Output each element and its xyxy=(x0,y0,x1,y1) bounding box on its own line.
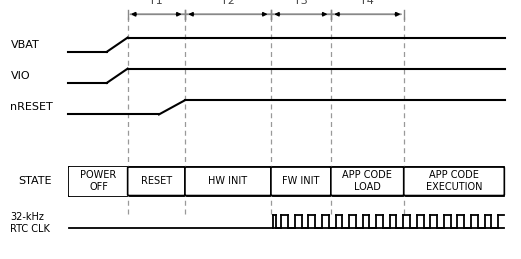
Text: T1: T1 xyxy=(150,0,163,6)
FancyBboxPatch shape xyxy=(404,167,504,196)
Text: VBAT: VBAT xyxy=(10,40,39,50)
FancyBboxPatch shape xyxy=(128,167,185,196)
Text: APP CODE
EXECUTION: APP CODE EXECUTION xyxy=(426,170,482,192)
FancyBboxPatch shape xyxy=(69,167,128,196)
Text: T2: T2 xyxy=(221,0,234,6)
Text: 32-kHz
RTC CLK: 32-kHz RTC CLK xyxy=(10,212,51,234)
Text: APP CODE
LOAD: APP CODE LOAD xyxy=(342,170,392,192)
Text: T4: T4 xyxy=(361,0,374,6)
Text: nRESET: nRESET xyxy=(10,102,53,112)
Text: STATE: STATE xyxy=(18,176,52,186)
FancyBboxPatch shape xyxy=(331,167,404,196)
FancyBboxPatch shape xyxy=(185,167,271,196)
Text: FW INIT: FW INIT xyxy=(282,176,319,186)
Text: T3: T3 xyxy=(294,0,307,6)
Text: POWER
OFF: POWER OFF xyxy=(80,170,117,192)
Text: RESET: RESET xyxy=(141,176,172,186)
FancyBboxPatch shape xyxy=(271,167,331,196)
Text: VIO: VIO xyxy=(10,71,30,81)
Text: HW INIT: HW INIT xyxy=(208,176,247,186)
